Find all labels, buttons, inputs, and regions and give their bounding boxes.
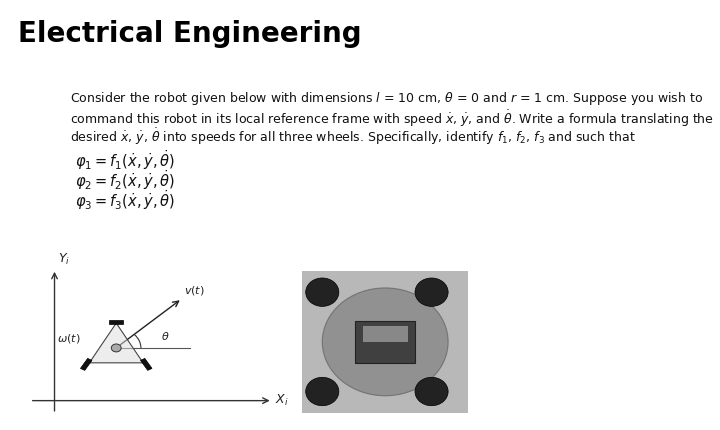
Polygon shape: [109, 320, 123, 324]
Text: Consider the robot given below with dimensions $l$ = 10 cm, $\theta$ = 0 and $r$: Consider the robot given below with dime…: [70, 90, 703, 107]
Circle shape: [306, 378, 339, 406]
Text: Electrical Engineering: Electrical Engineering: [18, 20, 361, 48]
Text: $v(t)$: $v(t)$: [184, 284, 204, 297]
Circle shape: [306, 278, 339, 306]
Bar: [302, 271, 468, 413]
Text: $Y_i$: $Y_i$: [58, 252, 70, 267]
Bar: [356, 320, 415, 363]
Polygon shape: [81, 359, 92, 370]
Circle shape: [415, 278, 448, 306]
Text: command this robot in its local reference frame with speed $\dot{x}$, $\dot{y}$,: command this robot in its local referenc…: [70, 108, 714, 129]
Polygon shape: [89, 323, 143, 363]
Text: $\varphi_3 = f_3(\dot{x}, \dot{y}, \dot{\theta})$: $\varphi_3 = f_3(\dot{x}, \dot{y}, \dot{…: [75, 188, 175, 212]
Text: $X_i$: $X_i$: [274, 393, 288, 408]
Text: $\omega(t)$: $\omega(t)$: [57, 332, 80, 344]
Circle shape: [323, 288, 448, 396]
Text: desired $\dot{x}$, $\dot{y}$, $\dot{\theta}$ into speeds for all three wheels. S: desired $\dot{x}$, $\dot{y}$, $\dot{\the…: [70, 126, 636, 147]
Text: $\varphi_2 = f_2(\dot{x}, \dot{y}, \dot{\theta})$: $\varphi_2 = f_2(\dot{x}, \dot{y}, \dot{…: [75, 168, 175, 192]
Circle shape: [415, 378, 448, 406]
Circle shape: [112, 344, 121, 352]
Polygon shape: [140, 359, 152, 370]
Text: $\varphi_1 = f_1(\dot{x}, \dot{y}, \dot{\theta})$: $\varphi_1 = f_1(\dot{x}, \dot{y}, \dot{…: [75, 148, 175, 172]
Text: $\theta$: $\theta$: [161, 330, 170, 342]
Bar: [362, 325, 408, 342]
